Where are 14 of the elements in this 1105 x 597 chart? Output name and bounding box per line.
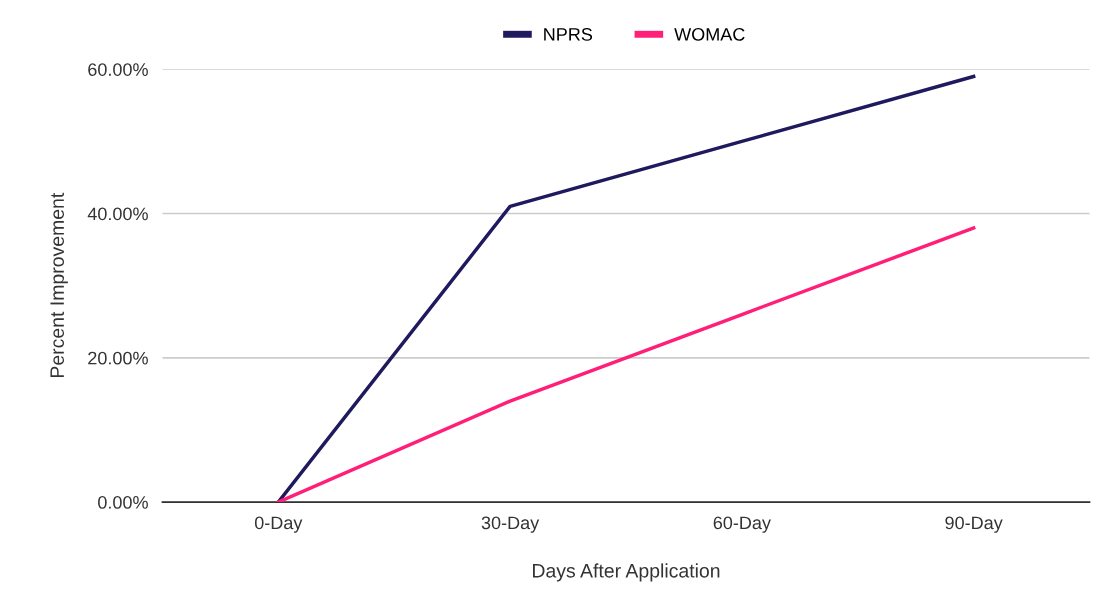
legend-label: WOMAC: [674, 27, 745, 41]
x-tick-label: 30-Day: [481, 516, 540, 533]
legend-label: NPRS: [544, 27, 593, 41]
x-tick-label: 0-Day: [254, 516, 303, 533]
x-axis-title: Days After Application: [533, 563, 720, 582]
y-tick-label: 60.00%: [88, 63, 148, 76]
line-series: [276, 74, 976, 503]
y-tick-label: 20.00%: [88, 351, 148, 365]
y-axis-title: Percent Improvement: [50, 192, 68, 377]
y-tick-label: 0.00%: [98, 496, 148, 509]
x-tick-label: 60-Day: [713, 516, 771, 533]
x-tick-label: 90-Day: [945, 516, 1003, 533]
line-series: [276, 226, 976, 503]
y-tick-label: 40.00%: [87, 207, 148, 221]
